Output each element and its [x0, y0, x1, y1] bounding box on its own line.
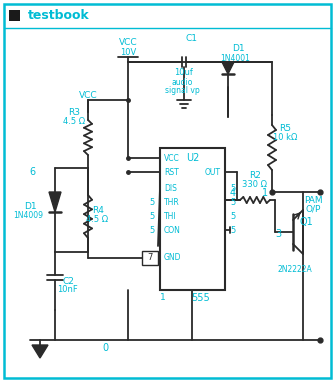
Text: 330 Ω: 330 Ω: [243, 180, 268, 188]
Text: VCC: VCC: [79, 91, 97, 99]
Text: 10uf: 10uf: [175, 68, 193, 76]
Text: 6: 6: [29, 167, 35, 177]
Text: 1: 1: [160, 293, 166, 303]
Text: 5: 5: [230, 225, 236, 235]
Text: R4: R4: [92, 206, 104, 215]
Text: R2: R2: [249, 170, 261, 180]
Text: CON: CON: [164, 225, 181, 235]
Text: O/P: O/P: [305, 204, 321, 214]
Text: 7: 7: [147, 254, 153, 262]
Text: VCC: VCC: [119, 37, 137, 47]
Text: PAM: PAM: [304, 196, 322, 204]
Text: GND: GND: [164, 254, 182, 262]
Text: 555: 555: [191, 293, 210, 303]
Text: D1: D1: [24, 201, 36, 210]
Bar: [9, 10, 20, 21]
Text: 0: 0: [102, 343, 108, 353]
Text: D1: D1: [232, 44, 244, 52]
Text: Q1: Q1: [299, 217, 313, 227]
Text: 10nF: 10nF: [57, 285, 77, 295]
Text: 5: 5: [230, 197, 236, 207]
Bar: [160, 148, 225, 290]
Text: 5: 5: [149, 197, 155, 207]
Text: 3: 3: [275, 229, 281, 239]
Text: signal vp: signal vp: [164, 86, 199, 94]
Bar: [142, 251, 158, 265]
Text: 10 kΩ: 10 kΩ: [273, 133, 297, 141]
Text: THI: THI: [164, 212, 177, 220]
Polygon shape: [222, 62, 234, 74]
Text: U2: U2: [186, 153, 199, 163]
Text: 2N2222A: 2N2222A: [278, 265, 312, 275]
Text: VCC: VCC: [164, 154, 180, 162]
Text: 5: 5: [230, 212, 236, 220]
Text: THR: THR: [164, 197, 180, 207]
Text: 4.5 Ω: 4.5 Ω: [63, 117, 85, 126]
Text: 1N4001: 1N4001: [220, 53, 250, 63]
Text: RST: RST: [164, 167, 179, 176]
Text: 4.5 Ω: 4.5 Ω: [86, 215, 108, 223]
Text: 4: 4: [230, 188, 236, 198]
Text: R5: R5: [279, 123, 291, 133]
Text: DIS: DIS: [164, 183, 177, 193]
Text: C1: C1: [186, 34, 198, 42]
Polygon shape: [32, 345, 48, 358]
Text: R3: R3: [68, 107, 80, 117]
Text: C2: C2: [62, 277, 74, 286]
Text: 5: 5: [149, 212, 155, 220]
Text: testbook: testbook: [28, 8, 90, 21]
Text: 5: 5: [149, 225, 155, 235]
Text: 5: 5: [230, 183, 236, 193]
Text: 1N4009: 1N4009: [13, 210, 43, 220]
Polygon shape: [49, 192, 61, 212]
Text: OUT: OUT: [205, 167, 221, 176]
Text: 1: 1: [262, 188, 268, 198]
Text: audio: audio: [171, 78, 193, 86]
Text: 10V: 10V: [120, 47, 136, 57]
